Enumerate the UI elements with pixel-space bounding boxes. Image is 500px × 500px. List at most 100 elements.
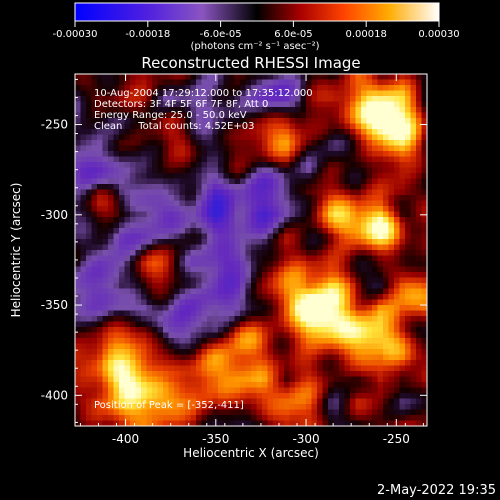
heatmap-cell	[366, 184, 373, 191]
heatmap-cell	[113, 272, 120, 279]
heatmap-cell	[157, 398, 164, 405]
heatmap-cell	[168, 206, 175, 213]
heatmap-cell	[245, 178, 252, 185]
heatmap-cell	[135, 244, 142, 251]
heatmap-cell	[201, 178, 208, 185]
heatmap-cell	[119, 85, 126, 92]
heatmap-cell	[366, 415, 373, 422]
heatmap-cell	[207, 283, 214, 290]
heatmap-cell	[372, 316, 379, 323]
heatmap-cell	[284, 376, 291, 383]
heatmap-cell	[130, 266, 137, 273]
heatmap-cell	[300, 129, 307, 136]
heatmap-cell	[383, 332, 390, 339]
heatmap-cell	[416, 376, 423, 383]
heatmap-cell	[328, 79, 335, 86]
heatmap-cell	[174, 382, 181, 389]
heatmap-cell	[75, 200, 82, 207]
heatmap-cell	[245, 222, 252, 229]
heatmap-cell	[234, 222, 241, 229]
heatmap-cell	[416, 277, 423, 284]
heatmap-cell	[135, 239, 142, 246]
heatmap-cell	[388, 189, 395, 196]
heatmap-cell	[339, 266, 346, 273]
heatmap-cell	[366, 151, 373, 158]
heatmap-cell	[207, 387, 214, 394]
heatmap-cell	[196, 123, 203, 130]
heatmap-cell	[135, 310, 142, 317]
heatmap-cell	[113, 398, 120, 405]
heatmap-cell	[295, 382, 302, 389]
heatmap-cell	[146, 409, 153, 416]
heatmap-cell	[196, 129, 203, 136]
heatmap-cell	[416, 140, 423, 147]
heatmap-cell	[300, 178, 307, 185]
heatmap-cell	[80, 420, 87, 426]
heatmap-cell	[328, 338, 335, 345]
heatmap-cell	[405, 316, 412, 323]
heatmap-cell	[350, 250, 357, 257]
heatmap-cell	[207, 420, 214, 426]
heatmap-cell	[421, 272, 427, 279]
heatmap-cell	[333, 272, 340, 279]
heatmap-cell	[300, 74, 307, 81]
heatmap-cell	[174, 250, 181, 257]
heatmap-cell	[278, 415, 285, 422]
heatmap-cell	[317, 266, 324, 273]
heatmap-cell	[399, 195, 406, 202]
heatmap-cell	[416, 195, 423, 202]
heatmap-cell	[366, 409, 373, 416]
heatmap-cell	[339, 272, 346, 279]
heatmap-cell	[322, 244, 329, 251]
heatmap-cell	[97, 382, 104, 389]
heatmap-cell	[344, 233, 351, 240]
heatmap-cell	[179, 404, 186, 411]
heatmap-cell	[333, 211, 340, 218]
heatmap-cell	[207, 354, 214, 361]
heatmap-cell	[317, 233, 324, 240]
heatmap-cell	[295, 140, 302, 147]
heatmap-cell	[372, 332, 379, 339]
heatmap-cell	[416, 382, 423, 389]
heatmap-cell	[234, 404, 241, 411]
heatmap-cell	[317, 151, 324, 158]
heatmap-cell	[289, 404, 296, 411]
heatmap-cell	[421, 255, 427, 262]
heatmap-cell	[388, 79, 395, 86]
heatmap-cell	[201, 310, 208, 317]
heatmap-cell	[388, 266, 395, 273]
heatmap-cell	[229, 299, 236, 306]
heatmap-cell	[212, 217, 219, 224]
heatmap-cell	[240, 283, 247, 290]
heatmap-cell	[295, 409, 302, 416]
heatmap-cell	[97, 349, 104, 356]
heatmap-cell	[157, 112, 164, 119]
heatmap-cell	[91, 354, 98, 361]
heatmap-cell	[234, 239, 241, 246]
heatmap-cell	[405, 310, 412, 317]
heatmap-cell	[317, 156, 324, 163]
heatmap-cell	[108, 354, 115, 361]
heatmap-cell	[306, 74, 313, 81]
heatmap-cell	[152, 332, 159, 339]
heatmap-cell	[405, 420, 412, 426]
heatmap-cell	[174, 255, 181, 262]
heatmap-cell	[91, 118, 98, 125]
heatmap-cell	[344, 305, 351, 312]
heatmap-cell	[405, 228, 412, 235]
heatmap-cell	[212, 299, 219, 306]
heatmap-cell	[86, 112, 93, 119]
heatmap-cell	[383, 129, 390, 136]
heatmap-cell	[372, 140, 379, 147]
heatmap-cell	[405, 90, 412, 97]
heatmap-cell	[245, 365, 252, 372]
heatmap-cell	[295, 393, 302, 400]
heatmap-cell	[416, 294, 423, 301]
heatmap-cell	[256, 145, 263, 152]
heatmap-cell	[97, 222, 104, 229]
heatmap-cell	[284, 173, 291, 180]
heatmap-cell	[245, 305, 252, 312]
heatmap-cell	[146, 316, 153, 323]
heatmap-cell	[135, 101, 142, 108]
heatmap-cell	[234, 310, 241, 317]
